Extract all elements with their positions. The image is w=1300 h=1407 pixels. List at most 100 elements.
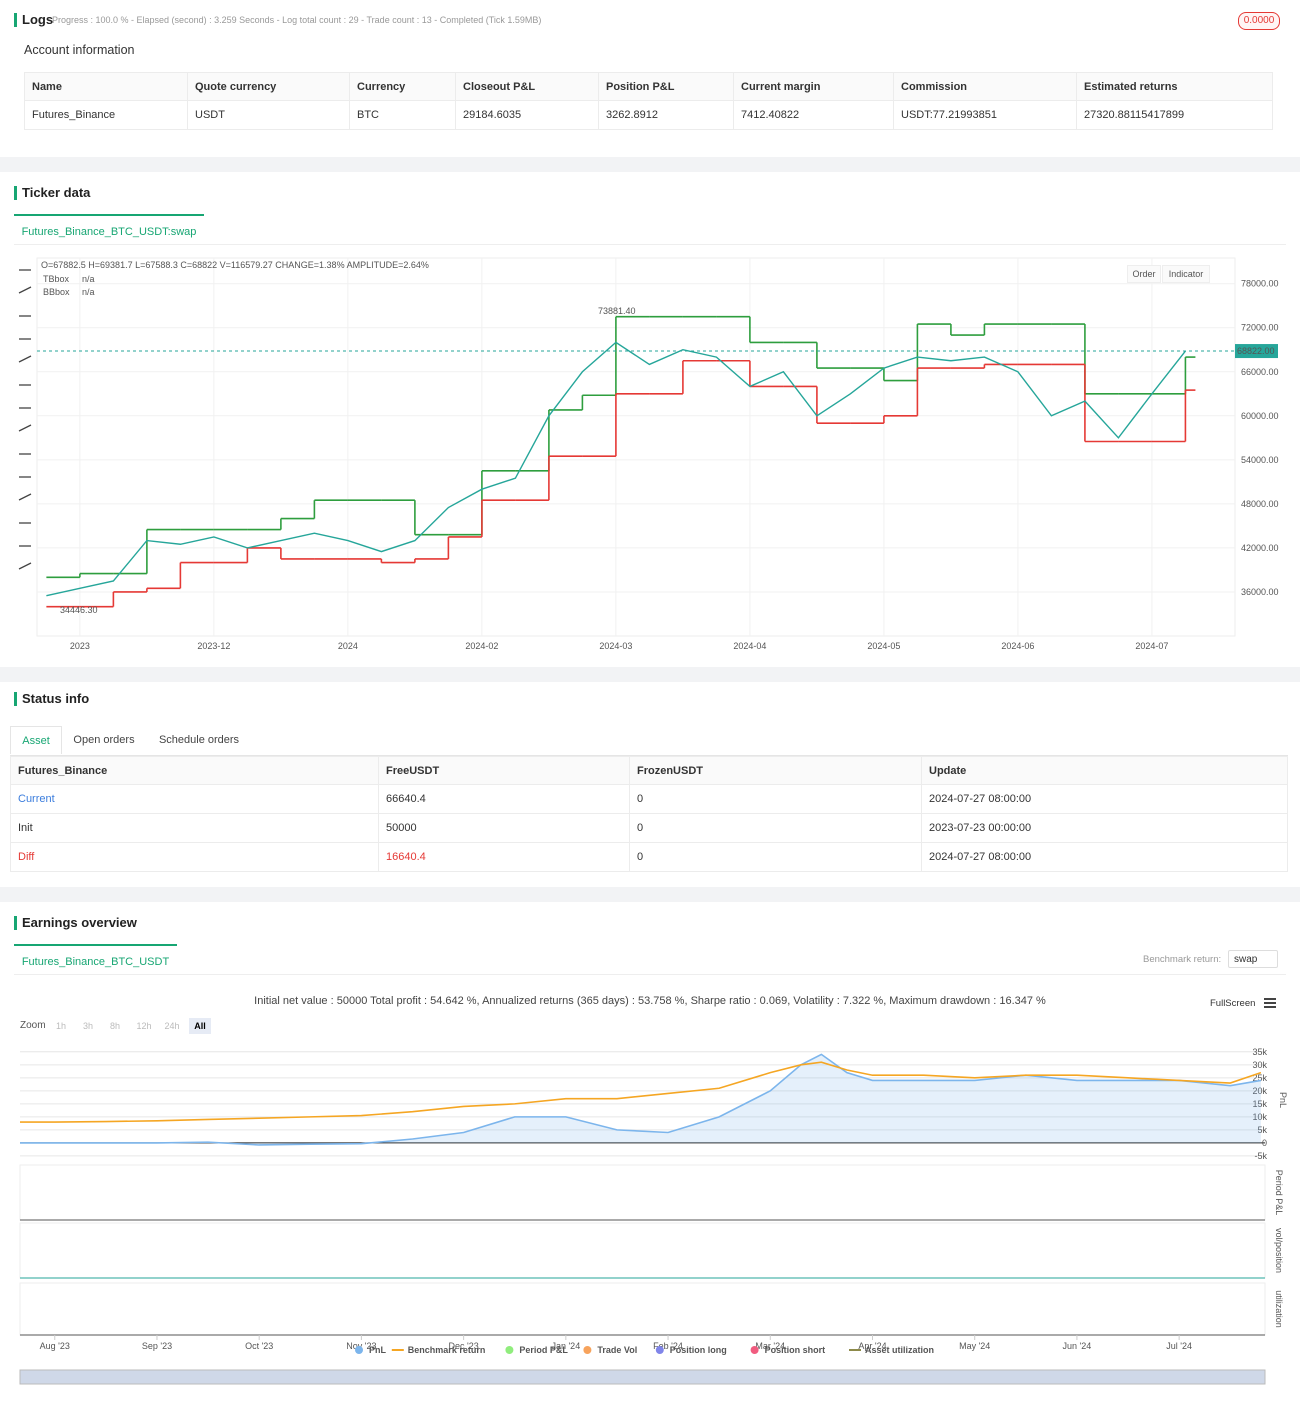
table-header: Estimated returns: [1077, 72, 1273, 101]
legend-item: Benchmark return: [408, 1345, 486, 1355]
table-header: Position P&L: [599, 72, 734, 101]
table-header: FrozenUSDT: [630, 756, 922, 785]
toolbar-icon: [18, 562, 32, 570]
price-chart: 36000.00 42000.00 48000.00 54000.00 60000.00…: [18, 257, 1279, 651]
tab-underline: [14, 244, 1286, 245]
y-tick-label: 72000.00: [1241, 323, 1279, 333]
series-line: [20, 1061, 1262, 1123]
x-tick-label: May '24: [959, 1341, 990, 1351]
table-cell: 16640.4: [379, 843, 630, 872]
table-header: Current margin: [734, 72, 894, 101]
table-header: Currency: [350, 72, 456, 101]
x-tick-label: 2024-04: [733, 641, 766, 651]
legend-item: Position long: [670, 1345, 727, 1355]
table-header: Name: [24, 72, 188, 101]
section-divider: [0, 157, 1300, 172]
table-cell: 0: [630, 814, 922, 843]
x-tick-label: Aug '23: [40, 1341, 70, 1351]
subplot-label: utilization: [1274, 1290, 1284, 1328]
y-tick-label: 25k: [1252, 1073, 1267, 1083]
x-tick-label: Sep '23: [142, 1341, 172, 1351]
earnings-tab[interactable]: Futures_Binance_BTC_USDT: [14, 944, 177, 974]
zoom-button[interactable]: 3h: [82, 1021, 93, 1031]
subplot-frame: [19, 1164, 1266, 1221]
y-tick-label: 10k: [1252, 1112, 1267, 1122]
y-tick-label: 78000.00: [1241, 279, 1279, 289]
subplot-label: Period P&L: [1274, 1170, 1284, 1216]
y-tick-label: 30k: [1252, 1060, 1267, 1070]
ticker-tab[interactable]: Futures_Binance_BTC_USDT:swap: [14, 214, 204, 244]
table-cell: Futures_Binance: [24, 101, 188, 130]
table-cell: 27320.88115417899: [1077, 101, 1273, 130]
y-tick-label: 5k: [1257, 1125, 1267, 1135]
zoom-button[interactable]: 8h: [109, 1021, 120, 1031]
y-tick-label: 15k: [1252, 1099, 1267, 1109]
chart-button[interactable]: Order: [1127, 265, 1161, 283]
section-title: Status info: [22, 691, 90, 706]
table-header: Closeout P&L: [456, 72, 599, 101]
y-tick-label: 0: [1262, 1138, 1267, 1148]
legend-symbol: [355, 1346, 363, 1354]
table-cell: Init: [10, 814, 379, 843]
x-tick-label: Dec '23: [449, 1341, 479, 1351]
status-tab[interactable]: Open orders: [73, 734, 135, 746]
legend-symbol: [505, 1346, 514, 1354]
table-cell: USDT: [188, 101, 350, 130]
last-price-box: [1235, 344, 1278, 359]
y-tick-label: 66000.00: [1241, 367, 1279, 377]
zoom-button[interactable]: All: [189, 1018, 211, 1034]
x-tick-label: Jan '24: [551, 1341, 580, 1351]
legend-name: BBbox: [43, 287, 70, 297]
subplot-label: vol/position: [1274, 1228, 1284, 1273]
ohlc-readout: O=67882.5 H=69381.7 L=67588.3 C=68822 V=…: [41, 260, 429, 270]
section-divider: [0, 667, 1300, 682]
toolbar-icon: [18, 493, 32, 501]
section-title: Ticker data: [22, 185, 91, 200]
toolbar-icon: [18, 424, 32, 432]
menu-icon[interactable]: [1264, 998, 1276, 1000]
zoom-button[interactable]: 1h: [55, 1021, 66, 1031]
earnings-chart: -5k 0 5k 10k 15k 20k 25k 30k 35k PnL Period P&L vol…: [19, 1047, 1288, 1385]
legend-value: n/a: [82, 274, 95, 284]
table-cell: 2024-07-27 08:00:00: [922, 785, 1288, 814]
x-tick-label: 2023: [70, 641, 90, 651]
x-tick-label: 2024-07: [1135, 641, 1168, 651]
subplot-frame: [19, 1222, 1266, 1279]
table-cell: 2024-07-27 08:00:00: [922, 843, 1288, 872]
table-cell: 3262.8912: [599, 101, 734, 130]
table-cell: 29184.6035: [456, 101, 599, 130]
fullscreen-button[interactable]: FullScreen: [1210, 998, 1256, 1009]
chart-button[interactable]: Indicator: [1162, 265, 1210, 283]
section-divider: [0, 887, 1300, 902]
price-line: [46, 341, 1186, 597]
table-cell: 0: [630, 843, 922, 872]
status-tab[interactable]: Asset: [10, 726, 62, 754]
table-header: FreeUSDT: [379, 756, 630, 785]
x-tick-label: 2024: [338, 641, 358, 651]
zoom-button[interactable]: 12h: [136, 1021, 152, 1031]
x-tick-label: Apr '24: [858, 1341, 886, 1351]
y-axis-label: PnL: [1278, 1092, 1288, 1108]
x-tick-label: Nov '23: [346, 1341, 376, 1351]
plot-frame: [36, 257, 1236, 637]
y-tick-label: 48000.00: [1241, 499, 1279, 509]
benchmark-select[interactable]: swap: [1228, 950, 1278, 968]
x-tick-label: Jul '24: [1166, 1341, 1192, 1351]
benchmark-label: Benchmark return:: [1143, 954, 1222, 965]
section-title: Account information: [24, 43, 135, 57]
status-tab[interactable]: Schedule orders: [158, 734, 240, 746]
table-cell: 7412.40822: [734, 101, 894, 130]
zoom-button[interactable]: 24h: [164, 1021, 180, 1031]
series-line: [20, 1053, 1262, 1146]
x-tick-label: Jun '24: [1063, 1341, 1092, 1351]
table-cell: 66640.4: [379, 785, 630, 814]
legend-item: Position short: [765, 1345, 826, 1355]
tab-underline: [10, 755, 1288, 756]
pnl-area: [20, 1054, 1261, 1145]
section-accent: [14, 692, 17, 706]
table-header: Futures_Binance: [10, 756, 379, 785]
legend-item: Trade Vol: [597, 1345, 637, 1355]
zoom-label: Zoom: [20, 1020, 46, 1031]
x-tick-label: 2024-02: [465, 641, 498, 651]
x-tick-label: 2024-05: [867, 641, 900, 651]
